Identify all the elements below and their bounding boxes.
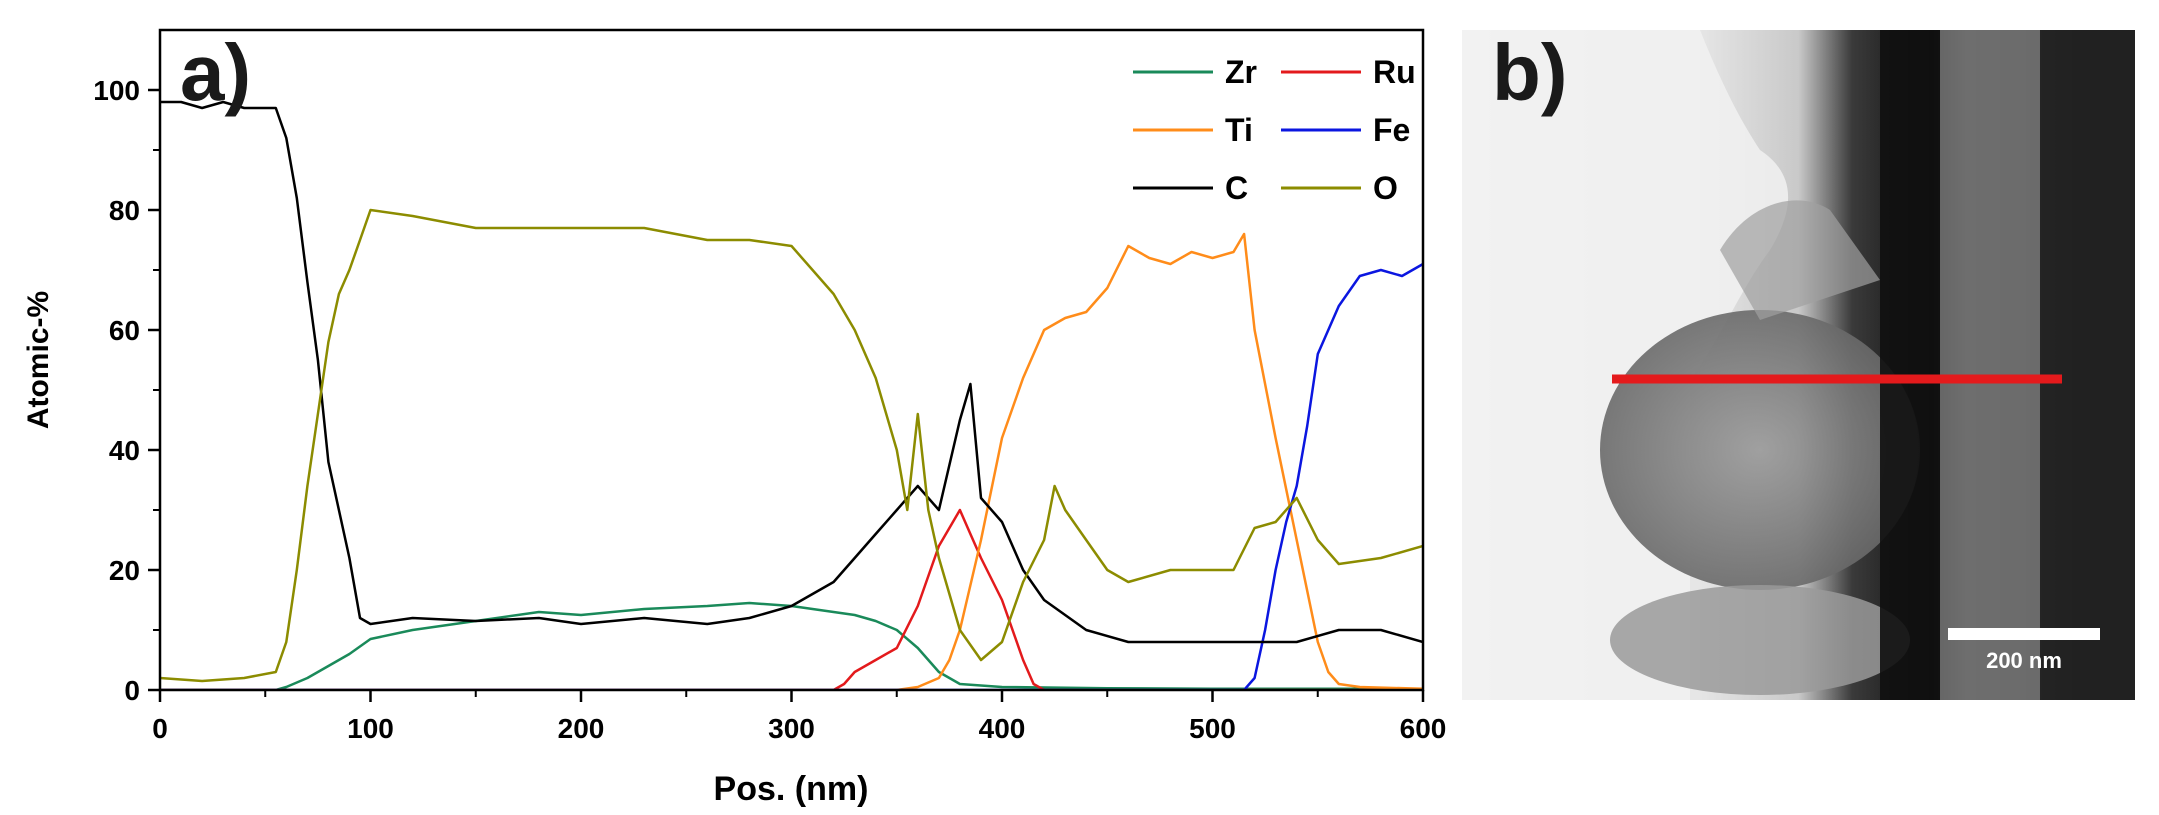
series-layer (160, 100, 1423, 690)
y-tick-label: 60 (109, 315, 140, 346)
panel-b-tem-image: 200 nm b) (1462, 28, 2135, 700)
series-line-fe (160, 262, 1423, 690)
series-line-o (160, 208, 1423, 683)
y-axis-title: Atomic-% (22, 291, 55, 429)
y-tick-label: 20 (109, 555, 140, 586)
tem-substrate (2040, 30, 2135, 700)
tem-particle-lower (1610, 585, 1910, 695)
tem-particle-upper (1720, 200, 1880, 320)
legend-label-zr: Zr (1225, 54, 1257, 90)
series-line-zr (160, 601, 1423, 690)
y-tick-label: 80 (109, 195, 140, 226)
legend-label-ru: Ru (1373, 54, 1416, 90)
panel-b-label: b) (1492, 28, 1568, 117)
scale-bar-label: 200 nm (1986, 648, 2062, 673)
y-tick-label: 100 (93, 75, 140, 106)
series-line-c (160, 100, 1423, 644)
tem-bright-region (1462, 30, 1789, 700)
tem-oxide-layer (1940, 30, 2040, 700)
legend-label-c: C (1225, 170, 1248, 206)
x-axis-title: Pos. (nm) (714, 770, 869, 808)
panel-a-label: a) (180, 28, 251, 117)
legend-label-ti: Ti (1225, 112, 1253, 148)
x-tick-label: 0 (152, 713, 168, 744)
panel-a-chart: 0 100 200 300 400 500 600 0 20 40 60 80 100 a) Pos. … (22, 28, 1446, 808)
tem-dark-band (1880, 30, 1940, 700)
legend: Zr Ru Ti Fe C O (1133, 54, 1416, 206)
legend-label-fe: Fe (1373, 112, 1410, 148)
x-tick-label: 100 (347, 713, 394, 744)
tem-particle-large (1600, 310, 1920, 590)
x-tick-label: 400 (979, 713, 1026, 744)
x-tick-label: 500 (1189, 713, 1236, 744)
y-tick-label: 0 (124, 675, 140, 706)
x-tick-label: 200 (558, 713, 605, 744)
series-line-ti (160, 232, 1423, 690)
scale-bar (1948, 628, 2100, 640)
legend-label-o: O (1373, 170, 1398, 206)
axes-layer: 0 100 200 300 400 500 600 0 20 40 60 80 100 (93, 75, 1446, 744)
x-tick-label: 300 (768, 713, 815, 744)
y-tick-label: 40 (109, 435, 140, 466)
x-tick-label: 600 (1400, 713, 1447, 744)
series-line-ru (160, 508, 1423, 690)
